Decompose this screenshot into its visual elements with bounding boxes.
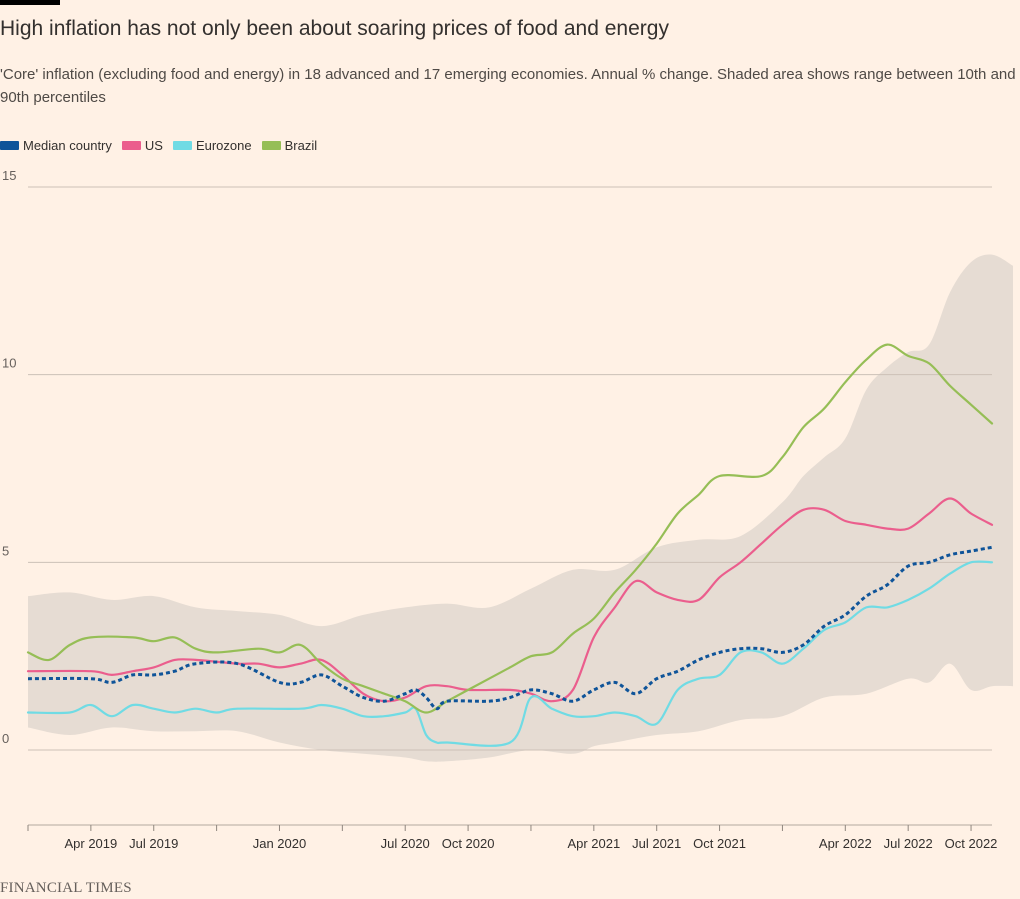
series-line-eurozone xyxy=(26,560,994,747)
line-chart: 0 5 10 15 Apr 2019 Jul 2019 Jan 2020 Jul 2020 O… xyxy=(2,170,1013,851)
source-credit: FINANCIAL TIMES xyxy=(0,880,132,896)
legend-item-median: Median country xyxy=(0,138,112,153)
x-tick-label: Oct 2022 xyxy=(945,836,998,851)
legend-label-brazil: Brazil xyxy=(284,137,318,153)
x-axis: Apr 2019 Jul 2019 Jan 2020 Jul 2020 Oct 2020… xyxy=(27,824,998,851)
percentile-band-layer xyxy=(28,254,1013,762)
x-tick-label: Apr 2019 xyxy=(64,836,117,851)
series-line-median xyxy=(27,545,993,711)
x-tick-label: Apr 2022 xyxy=(819,836,872,851)
legend-item-brazil: Brazil xyxy=(261,137,318,153)
x-tick-label: Jul 2019 xyxy=(129,836,178,851)
legend-item-us: US xyxy=(121,137,163,153)
y-tick-label-10: 10 xyxy=(2,356,16,371)
series-line-brazil xyxy=(26,343,994,714)
brand-bar xyxy=(0,0,60,5)
x-tick-label: Oct 2021 xyxy=(693,836,746,851)
percentile-band xyxy=(28,254,1013,762)
x-tick-label: Jul 2020 xyxy=(381,836,430,851)
x-tick-label: Oct 2020 xyxy=(442,836,495,851)
x-tick-label: Jul 2021 xyxy=(632,836,681,851)
chart-subtitle: 'Core' inflation (excluding food and ene… xyxy=(0,66,1016,106)
legend-label-eurozone: Eurozone xyxy=(195,137,252,153)
series-layer xyxy=(26,343,994,747)
legend-swatch-eurozone xyxy=(172,140,192,150)
chart-legend: Median country US Eurozone Brazil xyxy=(0,136,327,154)
y-tick-label-0: 0 xyxy=(2,731,9,746)
legend-swatch-median xyxy=(0,140,19,150)
x-tick-label: Apr 2021 xyxy=(567,836,620,851)
legend-swatch-brazil xyxy=(261,140,281,150)
chart-title: High inflation has not only been about s… xyxy=(0,17,669,40)
legend-label-us: US xyxy=(144,137,163,153)
x-tick-label: Jan 2020 xyxy=(253,836,307,851)
legend-item-eurozone: Eurozone xyxy=(172,137,252,153)
y-tick-label-5: 5 xyxy=(2,543,9,558)
y-tick-label-15: 15 xyxy=(2,170,16,183)
legend-swatch-us xyxy=(121,140,141,150)
gridlines: 0 5 10 15 xyxy=(2,170,992,751)
x-tick-label: Jul 2022 xyxy=(884,836,933,851)
legend-label-median: Median country xyxy=(23,137,112,153)
